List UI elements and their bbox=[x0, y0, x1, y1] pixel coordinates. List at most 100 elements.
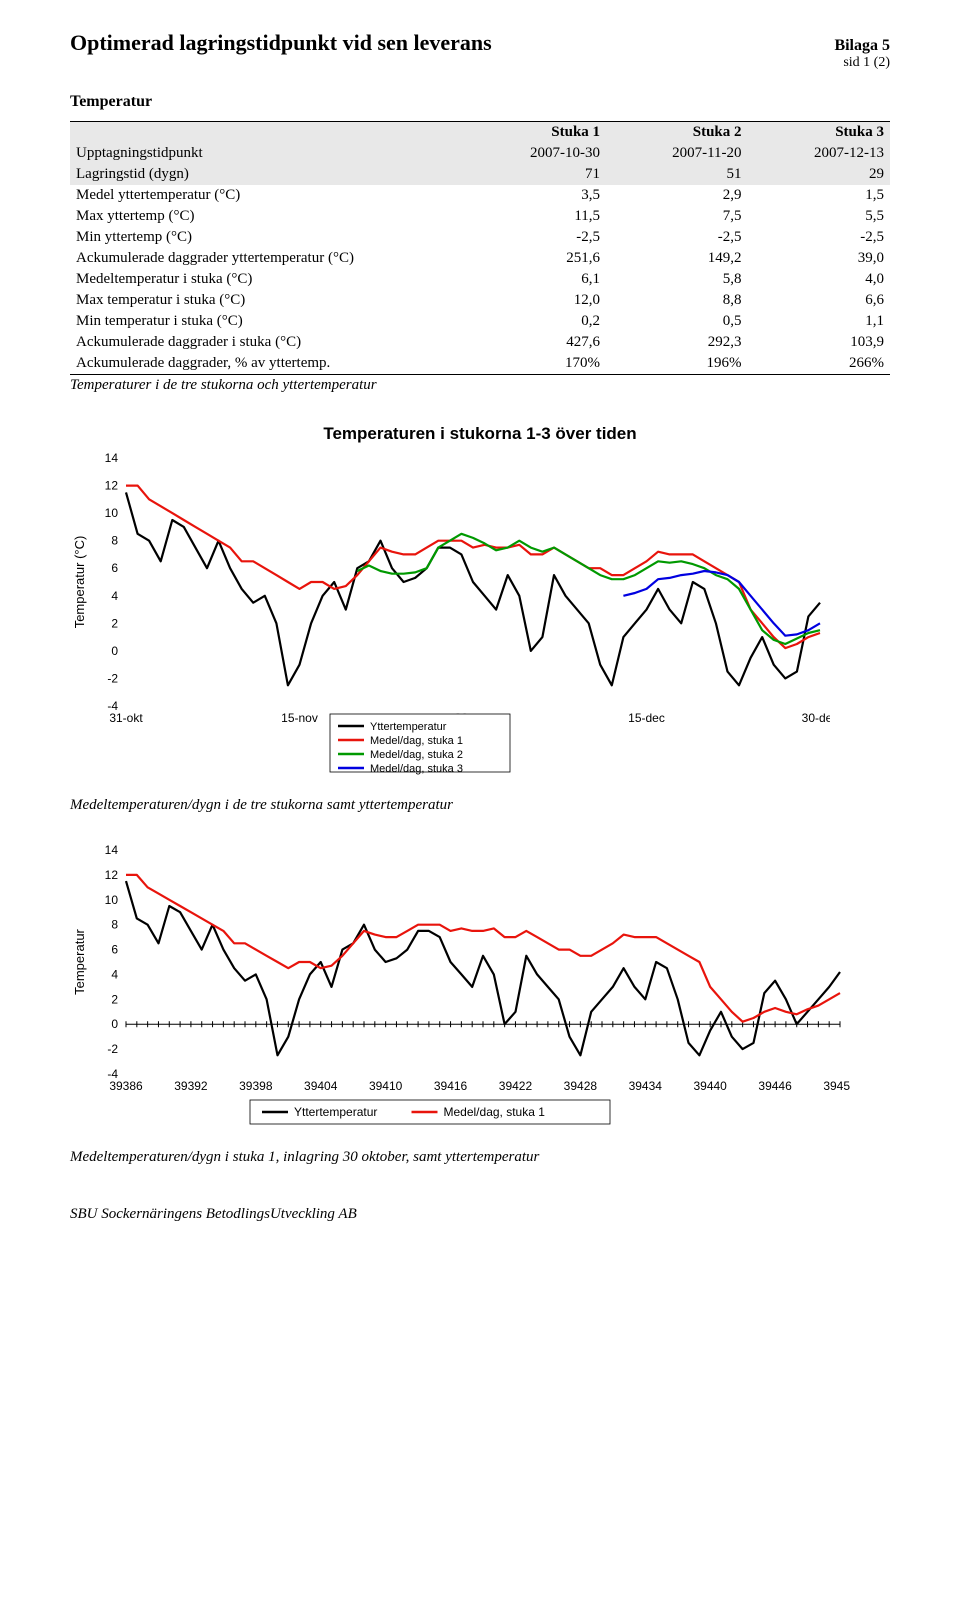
table-cell: 2007-12-13 bbox=[748, 143, 890, 164]
table-cell: Lagringstid (dygn) bbox=[70, 164, 464, 185]
svg-text:0: 0 bbox=[111, 1017, 118, 1031]
svg-text:12: 12 bbox=[105, 479, 119, 493]
svg-text:6: 6 bbox=[111, 561, 118, 575]
svg-text:15-dec: 15-dec bbox=[628, 711, 665, 725]
table-cell: -2,5 bbox=[748, 227, 890, 248]
table-cell: 0,2 bbox=[464, 311, 606, 332]
svg-text:12: 12 bbox=[105, 868, 119, 882]
table-header-cell: Stuka 1 bbox=[464, 122, 606, 144]
table-cell: 6,6 bbox=[748, 290, 890, 311]
table-header-cell bbox=[70, 122, 464, 144]
table-cell: 266% bbox=[748, 353, 890, 375]
chart1-container: Temperaturen i stukorna 1-3 över tiden -… bbox=[70, 424, 890, 787]
page-header: Optimerad lagringstidpunkt vid sen lever… bbox=[70, 30, 890, 71]
svg-text:39428: 39428 bbox=[564, 1079, 598, 1093]
table-cell: 6,1 bbox=[464, 269, 606, 290]
table-cell: 12,0 bbox=[464, 290, 606, 311]
table-cell: 7,5 bbox=[606, 206, 747, 227]
table-cell: Upptagningstidpunkt bbox=[70, 143, 464, 164]
svg-text:10: 10 bbox=[105, 506, 119, 520]
table-cell: Max temperatur i stuka (°C) bbox=[70, 290, 464, 311]
header-right: Bilaga 5 sid 1 (2) bbox=[834, 37, 890, 71]
svg-text:39398: 39398 bbox=[239, 1079, 273, 1093]
table-cell: 2007-10-30 bbox=[464, 143, 606, 164]
svg-text:15-nov: 15-nov bbox=[281, 711, 318, 725]
svg-text:-2: -2 bbox=[107, 671, 118, 685]
svg-text:6: 6 bbox=[111, 943, 118, 957]
table-cell: Ackumulerade daggrader, % av yttertemp. bbox=[70, 353, 464, 375]
table-cell: 292,3 bbox=[606, 332, 747, 353]
svg-text:8: 8 bbox=[111, 534, 118, 548]
svg-text:-2: -2 bbox=[107, 1042, 118, 1056]
svg-text:Medel/dag, stuka 1: Medel/dag, stuka 1 bbox=[444, 1105, 546, 1119]
page-title: Optimerad lagringstidpunkt vid sen lever… bbox=[70, 30, 492, 56]
svg-text:39386: 39386 bbox=[109, 1079, 143, 1093]
svg-text:2: 2 bbox=[111, 992, 118, 1006]
table-cell: 149,2 bbox=[606, 248, 747, 269]
table-cell: 5,5 bbox=[748, 206, 890, 227]
table-cell: 1,1 bbox=[748, 311, 890, 332]
table-cell: 170% bbox=[464, 353, 606, 375]
svg-text:39410: 39410 bbox=[369, 1079, 403, 1093]
page-number: sid 1 (2) bbox=[834, 55, 890, 71]
table-header-cell: Stuka 2 bbox=[606, 122, 747, 144]
svg-text:39416: 39416 bbox=[434, 1079, 468, 1093]
svg-text:4: 4 bbox=[111, 967, 118, 981]
svg-text:0: 0 bbox=[111, 644, 118, 658]
svg-text:39434: 39434 bbox=[629, 1079, 663, 1093]
table-cell: 39,0 bbox=[748, 248, 890, 269]
chart1-svg: -4-202468101214Temperatur (°C)31-okt15-n… bbox=[70, 452, 830, 782]
svg-text:10: 10 bbox=[105, 893, 119, 907]
footer-text: SBU Sockernäringens BetodlingsUtveckling… bbox=[70, 1206, 890, 1223]
svg-text:39404: 39404 bbox=[304, 1079, 338, 1093]
table-cell: 1,5 bbox=[748, 185, 890, 206]
table-cell: 8,8 bbox=[606, 290, 747, 311]
table-cell: 2,9 bbox=[606, 185, 747, 206]
svg-text:31-okt: 31-okt bbox=[109, 711, 143, 725]
chart2-container: -4-202468101214Temperatur393863939239398… bbox=[70, 844, 890, 1139]
table-cell: Max yttertemp (°C) bbox=[70, 206, 464, 227]
section-title-temperatur: Temperatur bbox=[70, 93, 890, 111]
chart1-caption: Medeltemperaturen/dygn i de tre stukorna… bbox=[70, 797, 890, 814]
table-cell: -2,5 bbox=[464, 227, 606, 248]
chart1-title: Temperaturen i stukorna 1-3 över tiden bbox=[70, 424, 890, 444]
table-cell: Min temperatur i stuka (°C) bbox=[70, 311, 464, 332]
svg-text:39446: 39446 bbox=[758, 1079, 792, 1093]
svg-text:39422: 39422 bbox=[499, 1079, 533, 1093]
table-cell: 251,6 bbox=[464, 248, 606, 269]
svg-text:39452: 39452 bbox=[823, 1079, 850, 1093]
svg-text:4: 4 bbox=[111, 589, 118, 603]
svg-text:30-dec: 30-dec bbox=[802, 711, 830, 725]
table-cell: Ackumulerade daggrader i stuka (°C) bbox=[70, 332, 464, 353]
table-cell: Min yttertemp (°C) bbox=[70, 227, 464, 248]
chart2-svg: -4-202468101214Temperatur393863939239398… bbox=[70, 844, 850, 1134]
table-cell: Medeltemperatur i stuka (°C) bbox=[70, 269, 464, 290]
svg-text:2: 2 bbox=[111, 616, 118, 630]
svg-text:Temperatur: Temperatur bbox=[72, 928, 87, 994]
svg-text:8: 8 bbox=[111, 918, 118, 932]
table-caption: Temperaturer i de tre stukorna och ytter… bbox=[70, 377, 890, 394]
table-cell: 4,0 bbox=[748, 269, 890, 290]
table-cell: Ackumulerade daggrader yttertemperatur (… bbox=[70, 248, 464, 269]
table-cell: 0,5 bbox=[606, 311, 747, 332]
svg-text:14: 14 bbox=[105, 844, 119, 857]
svg-text:39440: 39440 bbox=[693, 1079, 727, 1093]
svg-text:Temperatur (°C): Temperatur (°C) bbox=[72, 536, 87, 629]
bilaga-label: Bilaga 5 bbox=[834, 37, 890, 55]
svg-text:Medel/dag, stuka 2: Medel/dag, stuka 2 bbox=[370, 749, 463, 761]
table-cell: 5,8 bbox=[606, 269, 747, 290]
table-cell: 29 bbox=[748, 164, 890, 185]
svg-text:Yttertemperatur: Yttertemperatur bbox=[370, 721, 447, 733]
table-header-cell: Stuka 3 bbox=[748, 122, 890, 144]
svg-text:Yttertemperatur: Yttertemperatur bbox=[294, 1105, 377, 1119]
svg-text:Medel/dag, stuka 3: Medel/dag, stuka 3 bbox=[370, 763, 463, 775]
table-cell: Medel yttertemperatur (°C) bbox=[70, 185, 464, 206]
svg-text:14: 14 bbox=[105, 452, 119, 465]
table-cell: 11,5 bbox=[464, 206, 606, 227]
table-cell: 3,5 bbox=[464, 185, 606, 206]
table-cell: -2,5 bbox=[606, 227, 747, 248]
table-cell: 71 bbox=[464, 164, 606, 185]
table-cell: 196% bbox=[606, 353, 747, 375]
table-cell: 2007-11-20 bbox=[606, 143, 747, 164]
chart2-caption: Medeltemperaturen/dygn i stuka 1, inlagr… bbox=[70, 1149, 890, 1166]
